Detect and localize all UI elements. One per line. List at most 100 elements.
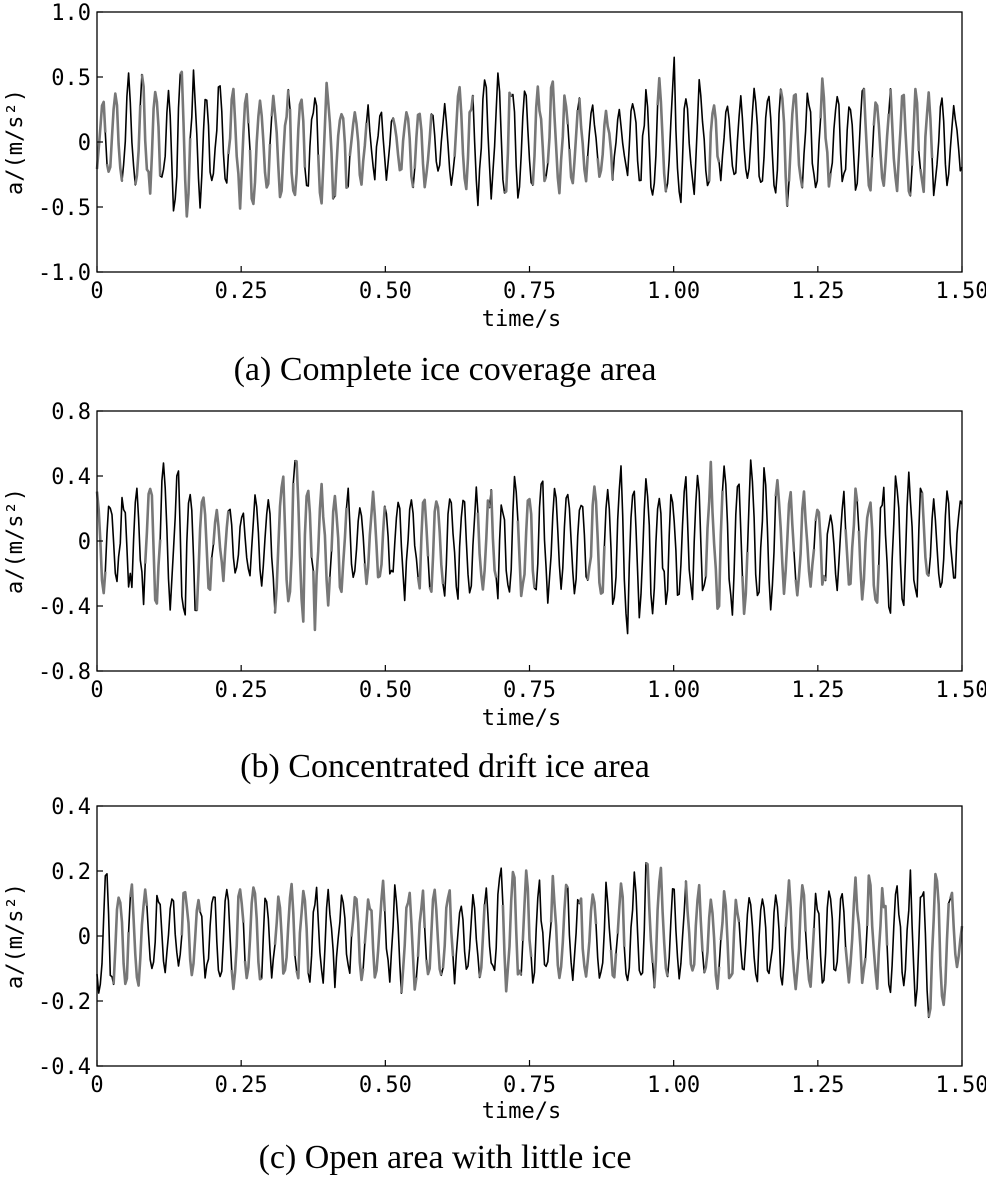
y-tick-label: -0.5: [38, 196, 91, 221]
signal-trace-overlay: [441, 889, 455, 969]
signal-trace-overlay: [787, 93, 804, 188]
signal-trace-overlay: [521, 869, 533, 958]
x-tick-label: 1.25: [791, 678, 844, 703]
x-tick-label: 0.50: [359, 1073, 412, 1098]
signal-trace-overlay: [227, 87, 250, 210]
signal-trace-overlay: [333, 112, 349, 197]
x-tick-label: 0.25: [215, 1073, 268, 1098]
signal-trace-overlay: [134, 105, 142, 186]
x-tick-label: 1.25: [791, 279, 844, 304]
signal-trace-overlay: [578, 893, 598, 978]
signal-trace-overlay: [889, 88, 912, 197]
signal-trace-overlay: [927, 872, 950, 1018]
signal-trace-overlay: [741, 552, 749, 616]
signal-trace-overlay: [844, 876, 867, 985]
signal-trace-overlay: [428, 500, 445, 593]
signal-trace-overlay: [857, 501, 881, 604]
panel-b: 0 0.25 0.50 0.75 1.00 1.25 1.50 0.8 0.4 0 -0.4 -0.8…: [3, 400, 986, 785]
signal-trace-overlay: [653, 866, 669, 988]
panel-caption: (a) Complete ice coverage area: [234, 351, 657, 388]
x-tick-label: 1.00: [647, 1073, 700, 1098]
signal-trace-overlay: [129, 883, 149, 987]
x-tick-label: 1.00: [647, 678, 700, 703]
signal-trace-overlay: [609, 949, 618, 979]
signal-trace-overlay: [453, 85, 475, 191]
signal-trace-overlay: [865, 874, 889, 990]
signal-trace-overlay: [779, 88, 789, 207]
x-tick-label: 1.50: [936, 678, 986, 703]
panel-caption: (b) Concentrated drift ice area: [240, 748, 650, 785]
signal-trace-overlay: [350, 895, 365, 982]
signal-trace-overlay: [719, 890, 741, 980]
signal-trace-overlay: [140, 74, 162, 195]
y-tick-label: -0.2: [38, 990, 91, 1015]
signal-trace-overlay: [476, 499, 491, 591]
signal-trace: [96, 56, 963, 218]
signal-trace-overlay: [501, 870, 523, 993]
y-axis-label: a/(m/s²): [3, 488, 28, 594]
x-axis-label: time/s: [482, 1099, 561, 1124]
y-tick-label: -0.8: [38, 660, 91, 685]
x-tick-label: 1.25: [791, 1073, 844, 1098]
x-tick-label: 0: [90, 279, 103, 304]
signal-trace-overlay: [212, 508, 230, 583]
signal-trace-overlay: [179, 70, 192, 218]
signal-trace-overlay: [295, 889, 310, 980]
x-axis-label: time/s: [482, 706, 561, 731]
x-tick-label: 0.50: [359, 279, 412, 304]
signal-trace-overlay: [702, 898, 721, 990]
y-tick-label: 0: [78, 530, 91, 555]
x-tick-label: 1.00: [647, 279, 700, 304]
signal-trace-overlay: [105, 92, 124, 182]
signal-trace-overlay: [273, 882, 297, 975]
signal-trace-overlay: [112, 896, 130, 986]
signal-trace-overlay: [489, 489, 498, 578]
signal-trace-overlay: [270, 89, 290, 199]
x-tick-label: 0: [90, 678, 103, 703]
signal-trace-overlay: [95, 100, 107, 170]
signal-trace-overlay: [910, 87, 921, 166]
signal-trace-overlay: [814, 508, 827, 586]
signal-trace-overlay: [919, 91, 934, 194]
y-tick-label: 0: [78, 925, 91, 950]
signal-trace-overlay: [844, 487, 859, 586]
signal-trace-overlay: [774, 478, 796, 596]
signal-trace-overlay: [503, 91, 513, 194]
signal-trace-overlay: [243, 886, 263, 981]
x-tick-label: 0.50: [359, 678, 412, 703]
x-tick-label: 0.75: [503, 1073, 556, 1098]
signal-trace-overlay: [568, 109, 579, 185]
signal-trace-overlay: [195, 496, 214, 611]
signal-trace-overlay: [363, 490, 387, 586]
signal-trace-overlay: [806, 927, 816, 988]
x-tick-label: 0.25: [215, 279, 268, 304]
y-tick-label: 0: [78, 131, 91, 156]
y-axis-label: a/(m/s²): [3, 883, 28, 989]
signal-trace-overlay: [312, 482, 332, 632]
x-tick-label: 0.25: [215, 678, 268, 703]
signal-trace-overlay: [248, 99, 272, 206]
x-tick-label: 1.50: [936, 1073, 986, 1098]
signal-trace-overlay: [872, 101, 891, 187]
signal-trace-overlay: [546, 80, 570, 195]
signal-trace-overlay: [578, 98, 589, 183]
x-axis-label: time/s: [482, 307, 561, 332]
signal-trace-overlay: [596, 109, 614, 181]
y-tick-label: -0.4: [38, 1055, 91, 1080]
signal-trace-overlay: [819, 77, 832, 188]
panel-caption: (c) Open area with little ice: [259, 1139, 632, 1176]
signal-trace-overlay: [920, 492, 930, 577]
signal-trace-overlay: [363, 879, 387, 979]
y-tick-label: 0.8: [51, 400, 91, 425]
y-axis-label: a/(m/s²): [3, 89, 28, 195]
signal-trace-overlay: [684, 881, 704, 972]
y-tick-label: -0.4: [38, 595, 91, 620]
signal-trace-overlay: [391, 111, 415, 188]
y-tick-label: 0.4: [51, 465, 91, 490]
plot-frame: [96, 11, 963, 273]
signal-trace-overlay: [656, 76, 668, 192]
signal-trace-overlay: [794, 490, 816, 597]
signal-trace-overlay: [413, 112, 433, 189]
panel-a: 0 0.25 0.50 0.75 1.00 1.25 1.501.00.50-0.5-1.0…: [3, 1, 986, 388]
